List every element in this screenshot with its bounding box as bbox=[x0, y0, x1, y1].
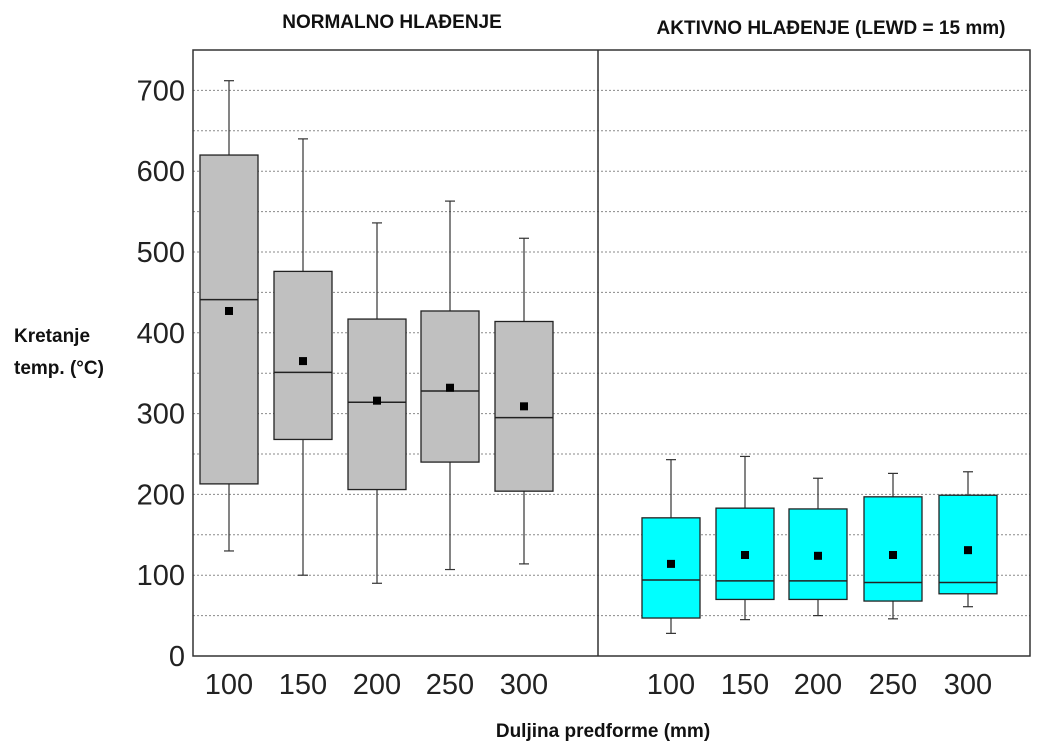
mean-marker bbox=[964, 546, 972, 555]
box-0-100 bbox=[199, 80, 259, 552]
box-1-100 bbox=[641, 459, 701, 634]
plot-border bbox=[192, 49, 1031, 657]
y-tick-label: 100 bbox=[137, 560, 185, 592]
box-1-300 bbox=[938, 471, 998, 608]
x-tick-label: 100 bbox=[205, 669, 253, 701]
y-tick-label: 200 bbox=[137, 479, 185, 511]
y-tick-label: 700 bbox=[137, 75, 185, 107]
y-axis-title-line-2: temp. (°C) bbox=[14, 358, 104, 379]
iqr-box bbox=[641, 517, 701, 619]
x-tick-label: 250 bbox=[426, 669, 474, 701]
iqr-box bbox=[938, 494, 998, 595]
y-tick-label: 300 bbox=[137, 399, 185, 431]
panel-title-active: AKTIVNO HLAĐENJE (LEWD = 15 mm) bbox=[657, 18, 1006, 39]
y-tick-label: 0 bbox=[169, 641, 185, 673]
box-0-250 bbox=[420, 200, 480, 571]
x-tick-label: 200 bbox=[353, 669, 401, 701]
box-1-200 bbox=[788, 477, 848, 617]
x-tick-label: 300 bbox=[500, 669, 548, 701]
x-axis-title: Duljina predforme (mm) bbox=[496, 721, 710, 742]
x-tick-label: 150 bbox=[721, 669, 769, 701]
y-tick-label: 600 bbox=[137, 156, 185, 188]
boxes-layer bbox=[199, 80, 998, 634]
mean-marker bbox=[446, 383, 454, 392]
iqr-box bbox=[199, 154, 259, 485]
mean-marker bbox=[299, 357, 307, 366]
box-0-300 bbox=[494, 237, 554, 565]
x-tick-label: 250 bbox=[869, 669, 917, 701]
box-0-200 bbox=[347, 222, 407, 584]
y-tick-label: 400 bbox=[137, 318, 185, 350]
panel-title-normal: NORMALNO HLAĐENJE bbox=[282, 12, 502, 33]
y-tick-label: 500 bbox=[137, 237, 185, 269]
mean-marker bbox=[667, 559, 675, 568]
box-0-150 bbox=[273, 138, 333, 576]
mean-marker bbox=[889, 551, 897, 559]
x-tick-label: 300 bbox=[944, 669, 992, 701]
box-1-250 bbox=[863, 472, 923, 620]
iqr-box bbox=[863, 496, 923, 602]
mean-marker bbox=[520, 402, 528, 411]
x-tick-label: 100 bbox=[647, 669, 695, 701]
tick-labels: 0 100 200 300 400 500 600 700 100 150 200 250 300 100… bbox=[137, 75, 993, 701]
mean-marker bbox=[814, 551, 822, 560]
x-tick-label: 200 bbox=[794, 669, 842, 701]
box-1-150 bbox=[715, 455, 775, 621]
x-tick-label: 150 bbox=[279, 669, 327, 701]
plot-frame bbox=[192, 49, 1031, 657]
iqr-box bbox=[273, 270, 333, 441]
mean-marker bbox=[225, 306, 233, 315]
mean-marker bbox=[373, 396, 381, 405]
mean-marker bbox=[741, 551, 749, 559]
y-axis-title-line-1: Kretanje bbox=[14, 326, 90, 347]
